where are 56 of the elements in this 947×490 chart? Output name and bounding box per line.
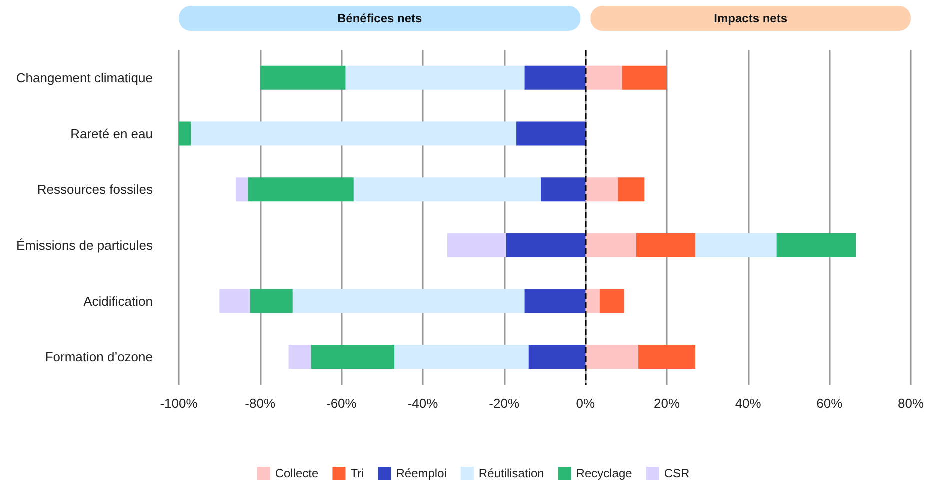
y-tick-label: Rareté en eau <box>70 126 153 142</box>
bar <box>638 345 696 370</box>
bar <box>695 233 777 258</box>
bar <box>506 233 586 258</box>
legend-label: Tri <box>350 466 364 480</box>
x-tick-label: -80% <box>245 396 276 411</box>
bar <box>236 178 248 202</box>
bar <box>179 122 192 146</box>
x-tick-label: 20% <box>654 396 680 411</box>
bar <box>528 345 586 370</box>
bar <box>586 289 600 314</box>
legend-label: Réemploi <box>396 466 447 480</box>
bar <box>516 122 586 146</box>
x-tick-label: -100% <box>160 396 198 411</box>
text: Bénéfices nets <box>337 12 423 26</box>
bar <box>292 289 525 314</box>
legend-label: CSR <box>664 466 690 480</box>
bar <box>586 345 639 370</box>
y-tick-label: Ressources fossiles <box>37 182 154 198</box>
bar <box>586 233 636 258</box>
bar <box>524 289 586 314</box>
bar <box>354 178 541 202</box>
bar <box>288 345 312 370</box>
bar <box>394 345 529 370</box>
x-tick-label: 40% <box>735 396 762 411</box>
y-tick-label: Émissions de particules <box>16 238 154 253</box>
bar <box>260 66 346 90</box>
bar <box>622 66 667 90</box>
legend-label: Collecte <box>275 466 320 480</box>
y-tick-label: Changement climatique <box>16 70 153 86</box>
bar <box>524 66 586 90</box>
bar <box>600 289 624 314</box>
bar <box>586 178 618 202</box>
bar <box>636 233 696 258</box>
bar <box>346 66 525 90</box>
bar <box>311 345 395 370</box>
bar <box>447 233 506 258</box>
bar <box>191 122 517 146</box>
bar <box>220 289 250 314</box>
x-tick-label: 0% <box>576 396 596 411</box>
y-tick-label: Acidification <box>84 294 153 309</box>
x-tick-label: 80% <box>898 396 924 411</box>
bar <box>586 66 622 90</box>
legend-label: Recyclage <box>576 466 633 480</box>
text: Impacts nets <box>714 12 788 26</box>
bar <box>776 233 856 258</box>
bar <box>248 178 354 202</box>
bar <box>250 289 293 314</box>
x-tick-label: -40% <box>408 396 439 411</box>
y-tick-label: Formation d’ozone <box>45 350 153 365</box>
bar <box>540 178 586 202</box>
bar <box>618 178 645 202</box>
x-tick-label: -60% <box>326 396 358 411</box>
x-tick-label: 60% <box>816 396 844 411</box>
legend-label: Réutilisation <box>478 466 544 480</box>
x-tick-label: -20% <box>489 396 520 411</box>
